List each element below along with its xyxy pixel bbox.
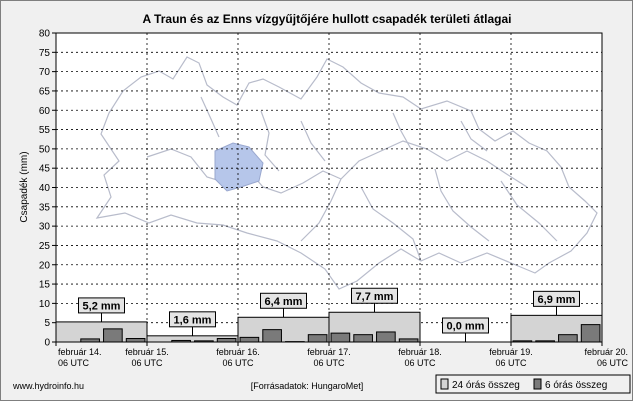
x-tick-label-date: február 14. xyxy=(58,347,102,357)
bar-6h xyxy=(398,338,419,343)
x-tick-label-date: február 16. xyxy=(216,347,260,357)
legend: 24 órás összeg 6 órás összeg xyxy=(435,374,631,394)
x-tick-label-time: 06 UTC xyxy=(58,358,90,368)
x-tick-label-time: 06 UTC xyxy=(597,358,629,368)
bar-6h xyxy=(558,334,578,343)
y-tick-label: 5 xyxy=(44,318,50,329)
bar-6h xyxy=(194,340,214,343)
catchment-map-decoration xyxy=(95,56,598,290)
x-tick-label-date: február 19. xyxy=(489,347,533,357)
bar-6h xyxy=(262,329,282,343)
legend-box xyxy=(435,374,631,394)
y-tick-label: 60 xyxy=(39,106,51,117)
x-tick-label-time: 06 UTC xyxy=(313,358,345,368)
bar-6h xyxy=(330,332,351,343)
y-tick-label: 40 xyxy=(39,183,51,194)
y-tick-label: 55 xyxy=(39,125,51,136)
value-label: 6,9 mm xyxy=(538,294,576,306)
y-tick-label: 25 xyxy=(39,241,51,252)
bar-6h xyxy=(171,339,191,343)
bar-6h xyxy=(307,334,328,343)
label-box xyxy=(351,287,398,304)
bar-6h xyxy=(80,338,100,343)
bar-6h xyxy=(239,336,260,343)
y-tick-label: 50 xyxy=(39,144,51,155)
y-axis-label: Csapadék (mm) xyxy=(19,151,30,222)
bar-6h xyxy=(353,334,373,343)
bars-6h xyxy=(80,324,601,343)
y-tick-label: 75 xyxy=(39,48,51,59)
value-label: 0,0 mm xyxy=(447,321,485,333)
y-axis: 0 5 10 15 20 25 30 35 40 45 50 55 60 65 70 75 80 xyxy=(39,29,56,349)
legend-swatch-6h xyxy=(533,378,542,390)
bar-6h xyxy=(103,328,123,343)
y-tick-label: 20 xyxy=(39,260,51,271)
x-tick-label-time: 06 UTC xyxy=(131,358,163,368)
bar-6h xyxy=(125,338,146,343)
value-label: 5,2 mm xyxy=(83,300,121,312)
label-box xyxy=(442,317,489,334)
label-box xyxy=(169,311,216,328)
x-tick-label-time: 06 UTC xyxy=(222,358,254,368)
y-tick-label: 80 xyxy=(39,29,51,40)
x-tick-label-date: február 20. xyxy=(584,347,628,357)
y-tick-label: 15 xyxy=(39,280,51,291)
label-box xyxy=(78,297,125,314)
value-label: 7,7 mm xyxy=(356,291,394,303)
bar-6h xyxy=(216,338,237,343)
y-tick-label: 0 xyxy=(44,338,50,349)
value-label: 6,4 mm xyxy=(265,296,303,308)
legend-label-6h: 6 órás összeg xyxy=(545,380,607,391)
bar-6h xyxy=(535,340,555,343)
bar-6h xyxy=(512,340,533,343)
legend-label-24h: 24 órás összeg xyxy=(452,380,520,391)
bar-6h xyxy=(376,331,396,343)
y-tick-label: 45 xyxy=(39,164,51,175)
y-tick-label: 30 xyxy=(39,222,51,233)
y-tick-label: 35 xyxy=(39,202,51,213)
value-label: 1,6 mm xyxy=(174,314,212,326)
label-box xyxy=(533,290,580,307)
x-tick-label-date: február 17. xyxy=(307,347,351,357)
footer-source-site: www.hydroinfo.hu xyxy=(12,381,84,391)
footer-data-source: [Forrásadatok: HungaroMet] xyxy=(251,381,364,391)
x-tick-label-date: február 15. xyxy=(125,347,169,357)
y-tick-label: 70 xyxy=(39,67,51,78)
chart-title: A Traun és az Enns vízgyűjtőjére hullott… xyxy=(143,12,512,26)
label-box xyxy=(260,292,307,309)
x-tick-label-time: 06 UTC xyxy=(495,358,527,368)
value-labels: 5,2 mm 1,6 mm 6,4 mm 7,7 mm 0,0 mm 6,9 mm xyxy=(78,287,580,342)
x-tick-label-date: február 18. xyxy=(398,347,442,357)
y-tick-label: 10 xyxy=(39,299,51,310)
x-tick-label-time: 06 UTC xyxy=(404,358,436,368)
bar-6h xyxy=(580,324,601,343)
grid-lines xyxy=(56,33,602,342)
y-tick-label: 65 xyxy=(39,86,51,97)
legend-swatch-24h xyxy=(440,378,449,390)
